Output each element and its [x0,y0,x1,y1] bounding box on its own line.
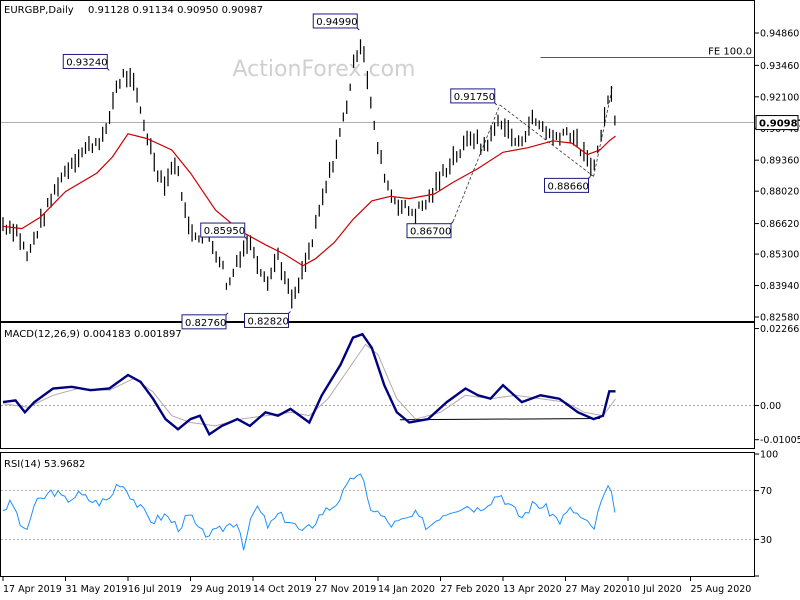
swing-label-box [544,177,589,193]
swing-label-leader [450,221,454,225]
macd-signal-line [2,343,616,427]
main-panel-frame [0,0,755,322]
y-tick-label: 0.89360 [760,156,799,167]
x-tick-label: 25 Aug 2020 [691,584,752,595]
swing-label: 0.93240 [66,57,107,68]
x-axis: 17 Apr 2019 31 May 2019 16 Jul 2019 29 Aug … [2,577,752,595]
macd-line [2,332,616,437]
rsi-tick-label: 70 [760,486,772,497]
macd-layer: 0.022662 0.00 -0.010052 [1,324,800,446]
x-tick-label: 10 Jul 2020 [628,584,682,595]
x-tick-label: 27 Feb 2020 [441,584,500,595]
swing-label-leader [494,102,498,106]
swing-label-leader [225,312,229,316]
watermark: ActionForex.com [233,57,416,82]
y-tick-label: 0.83940 [760,281,799,292]
macd-tick-label: 0.022662 [760,324,800,335]
rsi-label: RSI(14) 53.9682 [4,459,85,470]
y-tick-label: 0.93460 [760,61,799,72]
rsi-tick-label: 30 [760,535,772,546]
x-tick-label: 14 Oct 2019 [253,584,312,595]
rsi-tick-label: 100 [760,450,778,461]
swing-label-leader [588,176,591,179]
swing-dashed-line [593,87,613,177]
swing-label-leader [288,311,291,314]
y-tick-label: 0.82580 [760,312,799,323]
swing-label-box [406,223,452,239]
swing-label-box [200,222,246,238]
swing-label-leader [356,27,360,31]
swing-label-box [312,13,358,29]
swing-label-box [62,53,108,69]
macd-panel-frame [0,322,755,449]
y-tick-label: 0.86620 [760,219,799,230]
x-tick-label: 17 Apr 2019 [3,584,62,595]
macd-label: MACD(12,26,9) 0.004183 0.001897 [4,329,182,340]
y-tick-label: 0.92100 [760,92,799,103]
swing-dashed-line [452,104,501,222]
current-price-box [755,115,799,131]
macd-support-line [399,417,600,421]
x-tick-label: 16 Jul 2019 [128,584,182,595]
x-tick-label: 27 Nov 2019 [316,584,377,595]
swing-label-box [244,312,289,328]
x-tick-label: 13 Apr 2020 [503,584,562,595]
swing-label: 0.91750 [454,92,495,103]
swing-label: 0.88660 [548,181,589,192]
rsi-layer: 100 70 30 [1,450,778,577]
y-tick-label: 0.88020 [760,187,799,198]
fe-label: FE 100.0 [708,47,752,58]
rsi-panel-frame [0,452,755,577]
swing-label: 0.82820 [248,316,289,327]
swing-label-leader [106,68,110,71]
y-tick-label: 0.94860 [760,28,799,39]
x-tick-label: 29 Aug 2019 [191,584,252,595]
macd-tick-label: -0.010052 [760,435,800,446]
x-tick-label: 14 Jan 2020 [378,584,435,595]
rsi-line [2,473,616,551]
x-tick-label: 27 May 2020 [566,584,628,595]
current-price-label: 0.90987 [759,119,800,130]
ohlc-header: 0.91128 0.91134 0.90950 0.90987 [88,5,263,16]
swing-label: 0.82760 [185,318,226,329]
moving-average-line [2,133,616,267]
symbol-label: EURGBP,Daily [4,5,74,16]
swing-label-leader [244,236,248,240]
swing-label: 0.85950 [204,226,245,237]
swing-label-box [450,88,496,104]
x-tick-label: 31 May 2019 [66,584,128,595]
swing-label: 0.86700 [410,227,451,238]
swing-label: 0.94990 [316,17,357,28]
macd-tick-label: 0.00 [760,401,781,412]
swing-label-box [181,314,227,330]
y-tick-label: 0.85300 [760,250,799,261]
main-price-layer: 0.948600.934600.921000.907400.893600.880… [1,13,800,330]
